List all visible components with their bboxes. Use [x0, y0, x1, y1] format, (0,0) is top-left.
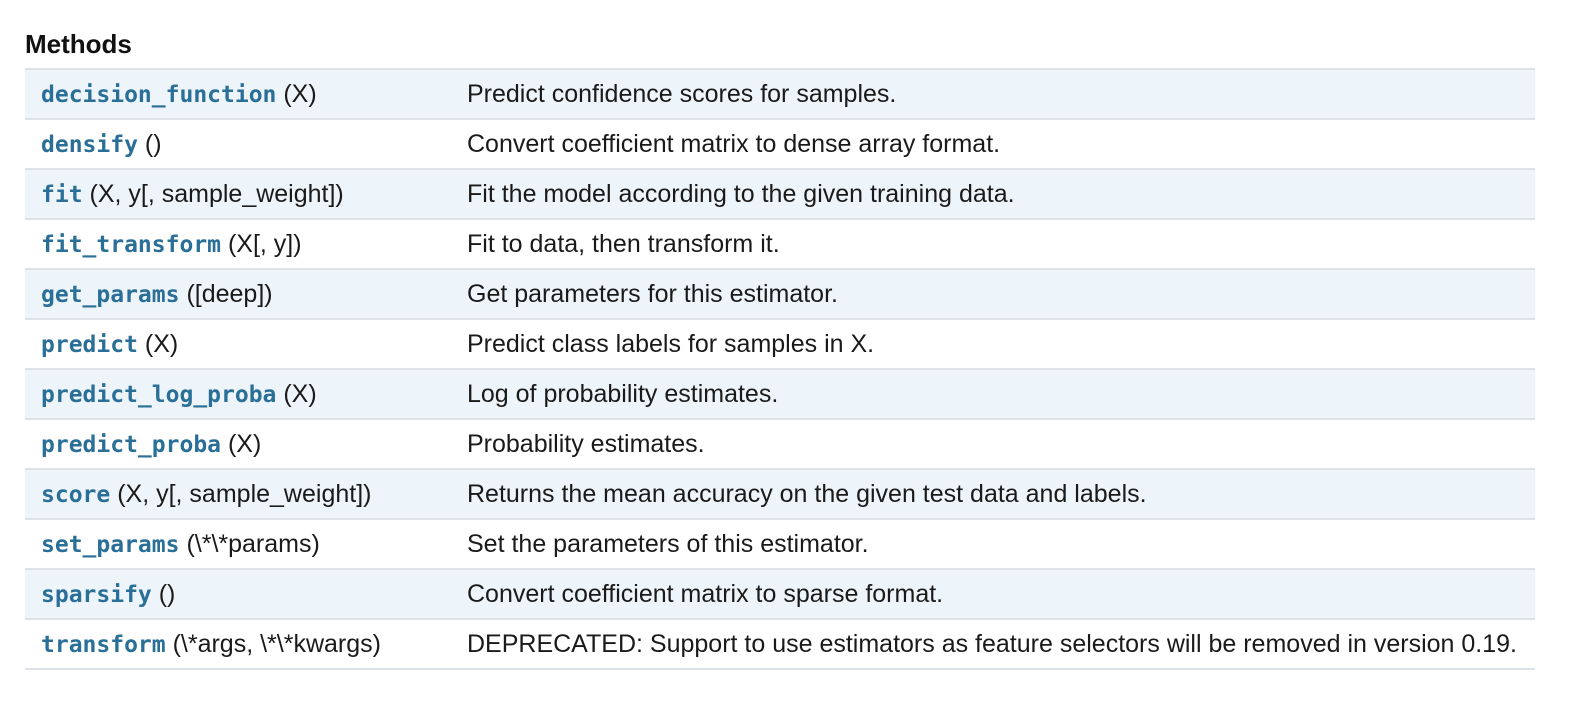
method-link[interactable]: transform — [41, 632, 166, 658]
method-link[interactable]: get_params — [41, 282, 180, 308]
table-row: decision_function (X) Predict confidence… — [25, 68, 1535, 120]
method-args: () — [158, 580, 176, 608]
method-link[interactable]: decision_function — [41, 82, 277, 108]
method-description: Set the parameters of this estimator. — [453, 519, 1535, 570]
method-signature: predict_log_proba (X) — [25, 369, 453, 420]
method-args: (X) — [144, 330, 179, 358]
method-args: (\*\*params) — [186, 530, 320, 558]
method-description: Fit to data, then transform it. — [453, 219, 1535, 270]
table-row: get_params ([deep]) Get parameters for t… — [25, 269, 1535, 320]
method-link[interactable]: predict_proba — [41, 432, 222, 458]
method-args: (\*args, \*\*kwargs) — [172, 630, 381, 658]
method-signature: sparsify () — [25, 569, 453, 620]
method-args: (X) — [283, 380, 317, 408]
method-signature: fit_transform (X[, y]) — [25, 219, 453, 270]
method-signature: predict_proba (X) — [25, 419, 453, 470]
table-row: predict_proba (X) Probability estimates. — [25, 419, 1535, 470]
method-signature: densify () — [25, 119, 453, 170]
method-description: Convert coefficient matrix to sparse for… — [453, 569, 1535, 620]
method-signature: fit (X, y[, sample_weight]) — [25, 169, 453, 220]
method-description: Returns the mean accuracy on the given t… — [453, 469, 1535, 520]
table-row: sparsify () Convert coefficient matrix t… — [25, 569, 1535, 620]
table-row: predict (X) Predict class labels for sam… — [25, 319, 1535, 370]
table-row: densify () Convert coefficient matrix to… — [25, 119, 1535, 170]
method-signature: score (X, y[, sample_weight]) — [25, 469, 453, 520]
methods-table: decision_function (X) Predict confidence… — [25, 68, 1535, 670]
method-link[interactable]: fit — [41, 182, 83, 208]
method-link[interactable]: predict — [41, 332, 138, 358]
method-args: () — [144, 130, 162, 158]
table-row: transform (\*args, \*\*kwargs) DEPRECATE… — [25, 619, 1535, 670]
section-title: Methods — [25, 29, 132, 59]
method-description: DEPRECATED: Support to use estimators as… — [453, 619, 1535, 670]
table-row: score (X, y[, sample_weight]) Returns th… — [25, 469, 1535, 520]
method-description: Log of probability estimates. — [453, 369, 1535, 420]
method-signature: set_params (\*\*params) — [25, 519, 453, 570]
method-description: Convert coefficient matrix to dense arra… — [453, 119, 1535, 170]
method-signature: decision_function (X) — [25, 68, 453, 120]
table-row: set_params (\*\*params) Set the paramete… — [25, 519, 1535, 570]
methods-section: Methods decision_function (X) Predict co… — [25, 26, 1535, 670]
method-description: Probability estimates. — [453, 419, 1535, 470]
method-args: (X) — [283, 80, 317, 108]
method-link[interactable]: set_params — [41, 532, 180, 558]
method-description: Fit the model according to the given tra… — [453, 169, 1535, 220]
method-signature: get_params ([deep]) — [25, 269, 453, 320]
method-description: Predict confidence scores for samples. — [453, 68, 1535, 120]
method-link[interactable]: predict_log_proba — [41, 382, 277, 408]
method-args: (X, y[, sample_weight]) — [89, 180, 344, 208]
method-args: (X[, y]) — [227, 230, 302, 258]
method-description: Predict class labels for samples in X. — [453, 319, 1535, 370]
method-link[interactable]: densify — [41, 132, 138, 158]
table-row: fit_transform (X[, y]) Fit to data, then… — [25, 219, 1535, 270]
method-description: Get parameters for this estimator. — [453, 269, 1535, 320]
method-args: (X) — [227, 430, 262, 458]
method-args: (X, y[, sample_weight]) — [117, 480, 372, 508]
method-signature: predict (X) — [25, 319, 453, 370]
table-row: predict_log_proba (X) Log of probability… — [25, 369, 1535, 420]
table-row: fit (X, y[, sample_weight]) Fit the mode… — [25, 169, 1535, 220]
method-link[interactable]: score — [41, 482, 111, 508]
method-link[interactable]: fit_transform — [41, 232, 222, 258]
method-args: ([deep]) — [186, 280, 273, 308]
method-link[interactable]: sparsify — [41, 582, 152, 608]
method-signature: transform (\*args, \*\*kwargs) — [25, 619, 453, 670]
